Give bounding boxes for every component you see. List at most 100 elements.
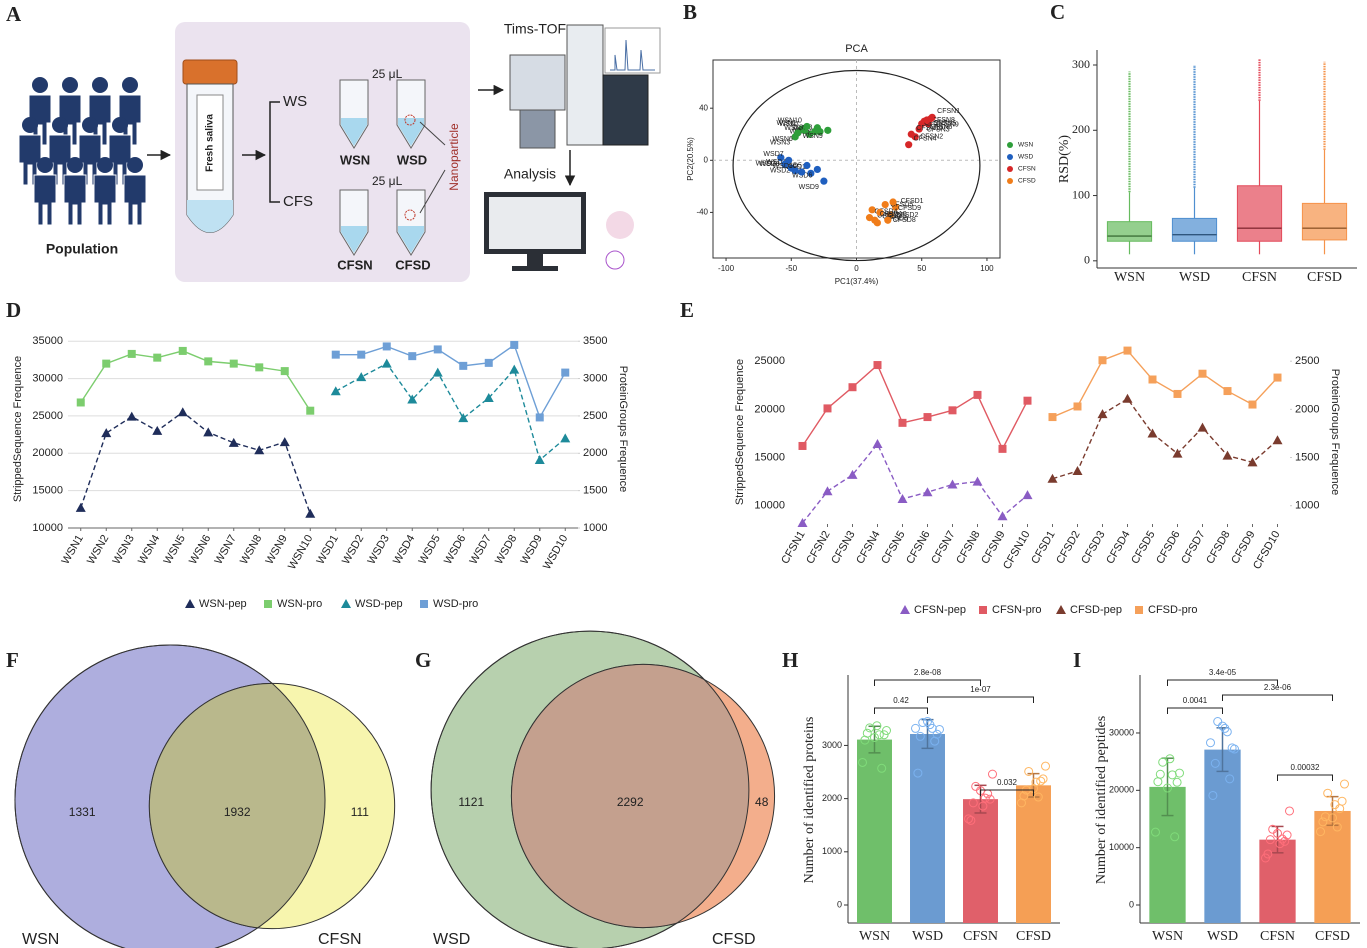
legend-label: WSD-pep	[355, 598, 403, 610]
marker	[972, 476, 983, 486]
point	[881, 200, 889, 209]
p-value: 0.032	[997, 778, 1018, 787]
y2-tick-label: 2500	[1295, 355, 1319, 367]
legend-label: WSN-pep	[199, 598, 247, 610]
legend-label: CFSN	[1018, 166, 1036, 173]
y2-tick-label: 1000	[583, 522, 607, 534]
x-tick-label: WSD10	[541, 533, 570, 572]
x-tick-label: WSN2	[85, 533, 111, 567]
y-tick-label: 0	[704, 155, 709, 164]
series-line	[1052, 397, 1278, 480]
marker	[1097, 409, 1108, 419]
point	[978, 801, 988, 811]
tube-liquid	[187, 200, 233, 233]
person-head	[52, 117, 68, 133]
x-tick-label: WSN10	[286, 533, 315, 572]
marker	[822, 486, 833, 496]
x-tick-label: WSN	[859, 929, 890, 944]
x-tick-label: WSN5	[162, 533, 188, 567]
set-outline	[14, 644, 326, 948]
point	[1220, 723, 1230, 733]
marker	[381, 358, 392, 368]
point	[915, 125, 923, 133]
p-value: 3.4e-05	[1209, 668, 1237, 677]
marker	[382, 342, 391, 351]
y-tick-label: 30000	[1109, 727, 1134, 737]
point	[1265, 835, 1275, 845]
marker	[228, 437, 239, 447]
legend-label: CFSD-pep	[1070, 604, 1122, 616]
marker	[1222, 450, 1233, 460]
point	[1163, 783, 1172, 793]
x-tick-label: 50	[917, 264, 926, 273]
box	[1171, 217, 1218, 242]
point-label: CFSN7	[924, 120, 947, 127]
y-axis-label: StrippedSequence Frequence	[12, 356, 24, 502]
panel-label: B	[683, 0, 697, 24]
person-head	[97, 157, 113, 173]
point	[1227, 743, 1237, 753]
y-tick-label: 25000	[32, 410, 63, 422]
marker	[407, 394, 418, 404]
marker	[1073, 402, 1082, 411]
legend-label: CFSN-pep	[914, 604, 966, 616]
series-line	[80, 411, 311, 515]
point	[1332, 822, 1342, 832]
point-label: WSN3	[770, 140, 790, 147]
monitor-screen	[489, 197, 581, 249]
point	[879, 730, 889, 740]
marker	[1098, 356, 1107, 365]
point	[985, 794, 995, 804]
point	[1158, 757, 1168, 767]
legend-marker	[264, 600, 272, 608]
population-label: Population	[46, 241, 118, 257]
person-head	[127, 157, 143, 173]
point	[787, 164, 795, 172]
marker	[560, 433, 571, 443]
marker	[126, 411, 137, 421]
point	[927, 115, 935, 123]
point-label: WSN10	[778, 117, 802, 124]
p-value: 2.8e-08	[914, 668, 942, 677]
nanoparticle-icon	[404, 114, 416, 126]
tube-text: Fresh saliva	[205, 114, 216, 172]
point	[1282, 830, 1292, 840]
point-label: CFSN1	[937, 108, 960, 115]
point	[1318, 817, 1328, 827]
instrument-part	[519, 109, 556, 149]
point	[966, 815, 976, 825]
point	[1280, 836, 1290, 846]
set-label: CFSN	[318, 931, 362, 948]
marker	[152, 425, 163, 435]
panel-label: H	[782, 648, 798, 672]
point	[911, 723, 920, 733]
legend-label: CFSN-pro	[992, 604, 1042, 616]
y2-axis-label: ProteinGroups Frequence	[1329, 369, 1341, 496]
point	[868, 206, 876, 214]
marker	[203, 427, 214, 437]
point	[1213, 717, 1223, 727]
x-tick-label: CFSD	[1315, 929, 1350, 944]
y2-tick-label: 1000	[1295, 500, 1319, 512]
marker	[433, 345, 442, 354]
person-head	[122, 77, 138, 93]
legend-label: WSN-pro	[277, 598, 322, 610]
point	[935, 724, 944, 734]
point	[813, 124, 821, 132]
point	[1285, 806, 1294, 816]
point	[1033, 792, 1043, 802]
monitor-base	[512, 266, 558, 271]
significance-bracket	[980, 789, 1034, 796]
marker	[1122, 393, 1133, 403]
set-label: WSD	[433, 931, 470, 948]
point-label: WSN4	[784, 125, 804, 132]
y-tick-label: 20000	[754, 403, 785, 415]
person-head	[22, 117, 38, 133]
marker	[1248, 400, 1257, 409]
marker	[330, 386, 341, 396]
x-tick-label: WSD	[1179, 270, 1210, 285]
point	[1038, 774, 1048, 784]
legend-marker	[341, 599, 351, 608]
y2-tick-label: 2500	[583, 410, 607, 422]
